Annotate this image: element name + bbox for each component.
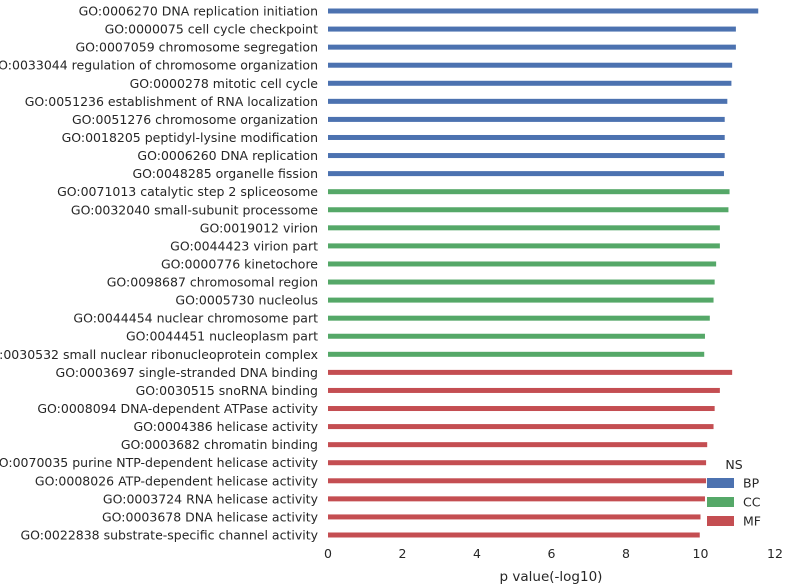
bar-9 bbox=[328, 153, 725, 159]
category-label: GO:0048285 organelle fission bbox=[133, 166, 319, 181]
bar-1 bbox=[328, 8, 759, 14]
legend: NS BP CC MF bbox=[707, 457, 761, 529]
legend-label-cc: CC bbox=[743, 495, 761, 510]
bar-16 bbox=[328, 279, 715, 285]
category-label: GO:0000776 kinetochore bbox=[161, 256, 318, 271]
category-label: GO:0044454 nuclear chromosome part bbox=[73, 311, 318, 326]
bar-24 bbox=[328, 424, 714, 430]
category-label: GO:0098687 chromosomal region bbox=[107, 275, 318, 290]
category-label: GO:0008094 DNA-dependent ATPase activity bbox=[37, 401, 318, 416]
x-tick-label: 10 bbox=[693, 546, 709, 561]
x-tick-label: 0 bbox=[324, 546, 332, 561]
bar-20 bbox=[328, 351, 705, 357]
category-label: GO:0044451 nucleoplasm part bbox=[126, 329, 318, 344]
x-axis-label: p value(-log10) bbox=[500, 569, 603, 585]
category-label: GO:0005730 nucleolus bbox=[175, 293, 318, 308]
bar-26 bbox=[328, 460, 707, 466]
bar-21 bbox=[328, 369, 733, 375]
category-label: GO:0000075 cell cycle checkpoint bbox=[105, 22, 318, 37]
bars-layer bbox=[328, 8, 759, 538]
x-axis: 0 2 4 6 8 10 12 bbox=[324, 546, 783, 561]
bar-27 bbox=[328, 478, 707, 484]
bar-19 bbox=[328, 333, 705, 339]
bar-5 bbox=[328, 80, 732, 86]
x-tick-label: 4 bbox=[473, 546, 481, 561]
legend-title: NS bbox=[725, 457, 742, 472]
x-tick-label: 6 bbox=[548, 546, 556, 561]
bar-28 bbox=[328, 496, 705, 502]
legend-swatch-mf bbox=[707, 516, 734, 526]
bar-23 bbox=[328, 406, 715, 412]
category-label: GO:0022838 substrate-specific channel ac… bbox=[20, 528, 318, 543]
category-label: GO:0003724 RNA helicase activity bbox=[103, 491, 319, 506]
bar-12 bbox=[328, 207, 729, 213]
category-label: GO:0044423 virion part bbox=[170, 238, 318, 253]
category-label: GO:0051236 establishment of RNA localiza… bbox=[25, 94, 318, 109]
category-label: GO:0071013 catalytic step 2 spliceosome bbox=[57, 184, 318, 199]
category-label: GO:0030515 snoRNA binding bbox=[136, 383, 318, 398]
bar-30 bbox=[328, 532, 700, 538]
category-label: GO:0007059 chromosome segregation bbox=[75, 40, 318, 55]
x-tick-label: 2 bbox=[399, 546, 407, 561]
bar-8 bbox=[328, 134, 725, 140]
legend-label-mf: MF bbox=[743, 514, 761, 529]
category-label: GO:0003697 single-stranded DNA binding bbox=[56, 365, 318, 380]
bar-11 bbox=[328, 189, 730, 195]
x-tick-label: 12 bbox=[767, 546, 783, 561]
legend-swatch-cc bbox=[707, 497, 734, 507]
category-label: GO:0019012 virion bbox=[200, 220, 318, 235]
bar-14 bbox=[328, 243, 720, 249]
category-label: GO:0000278 mitotic cell cycle bbox=[130, 76, 319, 91]
bar-13 bbox=[328, 225, 720, 231]
legend-label-bp: BP bbox=[743, 476, 760, 491]
bar-17 bbox=[328, 297, 714, 303]
bar-25 bbox=[328, 442, 708, 448]
bar-2 bbox=[328, 26, 736, 32]
category-label: GO:0070035 purine NTP-dependent helicase… bbox=[0, 455, 319, 470]
legend-swatch-bp bbox=[707, 478, 734, 488]
bar-6 bbox=[328, 98, 728, 104]
category-label: GO:0004386 helicase activity bbox=[133, 419, 318, 434]
category-labels-layer: GO:0006270 DNA replication initiation GO:… bbox=[0, 4, 319, 543]
bar-4 bbox=[328, 62, 733, 68]
category-label: GO:0003678 DNA helicase activity bbox=[102, 509, 319, 524]
category-label: GO:0030532 small nuclear ribonucleoprote… bbox=[0, 347, 318, 362]
bar-29 bbox=[328, 514, 701, 520]
bar-7 bbox=[328, 116, 725, 122]
category-label: GO:0032040 small-subunit processome bbox=[71, 202, 318, 217]
category-label: GO:0006260 DNA replication bbox=[137, 148, 318, 163]
bar-22 bbox=[328, 387, 720, 393]
category-label: GO:0003682 chromatin binding bbox=[121, 437, 318, 452]
x-tick-label: 8 bbox=[622, 546, 630, 561]
bar-15 bbox=[328, 261, 717, 267]
category-label: GO:0051276 chromosome organization bbox=[72, 112, 318, 127]
category-label: GO:0006270 DNA replication initiation bbox=[79, 4, 318, 19]
category-label: GO:0033044 regulation of chromosome orga… bbox=[0, 58, 318, 73]
bar-18 bbox=[328, 315, 710, 321]
category-label: GO:0018205 peptidyl-lysine modification bbox=[62, 130, 318, 145]
bar-3 bbox=[328, 44, 736, 50]
bar-10 bbox=[328, 171, 724, 177]
category-label: GO:0008026 ATP-dependent helicase activi… bbox=[35, 473, 319, 488]
